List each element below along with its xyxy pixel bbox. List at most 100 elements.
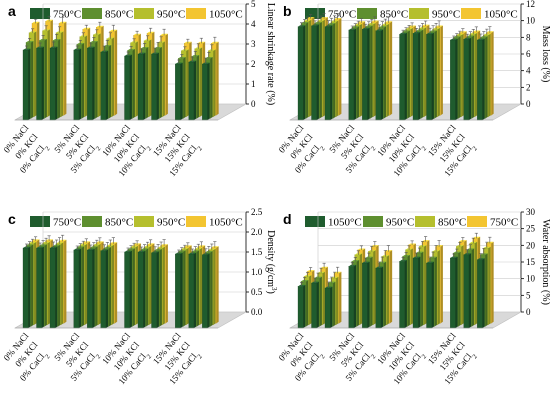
bar-side xyxy=(485,253,488,327)
bar-front xyxy=(375,267,382,329)
bar-front xyxy=(137,251,144,329)
bar-side xyxy=(28,246,31,328)
y-tick-label: 0 xyxy=(526,99,531,109)
bar xyxy=(399,257,407,329)
legend-entry: 1050°C xyxy=(186,8,243,21)
bar-side xyxy=(437,27,440,117)
bar-side xyxy=(333,22,336,119)
legend-swatch xyxy=(409,8,429,19)
bar xyxy=(202,57,210,121)
bar-front xyxy=(412,257,419,329)
bar xyxy=(36,242,44,329)
bar xyxy=(375,24,384,121)
bar xyxy=(362,257,370,329)
bar-front xyxy=(49,247,56,329)
bar-front xyxy=(399,34,405,121)
bar-front xyxy=(87,249,93,329)
bar-side xyxy=(389,250,393,324)
bar-front xyxy=(100,51,107,121)
legend-swatch xyxy=(30,8,50,19)
bar xyxy=(87,244,95,329)
bar-side xyxy=(95,246,98,327)
bar-side xyxy=(44,244,47,327)
bar-side xyxy=(196,250,200,327)
bar-side xyxy=(410,27,413,117)
bar-front xyxy=(348,266,355,329)
panel-c: c 750°C 850°C 950°C 1050°C 0.0 0.5 1.0 1.5 2.0 2.5… xyxy=(1,207,278,389)
bar-side xyxy=(78,48,82,120)
bar-side xyxy=(165,244,168,324)
bar-side xyxy=(319,276,322,327)
bar-front xyxy=(36,247,42,329)
bar-side xyxy=(491,31,494,116)
y-tick-label: 0 xyxy=(526,307,531,317)
legend-label: 850°C xyxy=(380,9,408,21)
y-axis-label: Water absorption (%) xyxy=(540,219,550,305)
bar-side xyxy=(370,256,373,327)
bar-side xyxy=(434,30,437,119)
legend-swatch xyxy=(82,216,102,227)
bar-side xyxy=(81,246,85,327)
bar-side xyxy=(92,46,95,120)
bar-side xyxy=(322,19,325,117)
panel-label: c xyxy=(8,211,16,227)
legend-entry: 850°C xyxy=(82,216,133,229)
legend-label: 950°C xyxy=(432,9,460,21)
bar-side xyxy=(440,25,443,116)
bar-side xyxy=(474,241,478,325)
bar-side xyxy=(44,39,47,119)
bar-side xyxy=(199,47,203,117)
panel-b: b 750°C 850°C 950°C 1050°C 0 2 4 6 8 10 12 Mass loss… xyxy=(276,0,550,181)
legend-entry: 950°C xyxy=(409,8,460,21)
legend-swatch xyxy=(363,216,383,227)
bar-side xyxy=(471,35,475,119)
bar-front xyxy=(324,287,331,329)
legend-entry: 750°C xyxy=(467,216,518,229)
bar-side xyxy=(356,260,360,327)
y-tick-label: 10 xyxy=(526,16,536,26)
bar-side xyxy=(98,243,101,325)
bar-side xyxy=(143,250,146,328)
bar-side xyxy=(306,280,309,327)
bar-side xyxy=(468,37,472,121)
bar xyxy=(151,246,159,329)
bar xyxy=(188,248,197,329)
bar-side xyxy=(488,33,491,117)
y-tick-label: 2 xyxy=(251,59,256,69)
bar xyxy=(36,42,44,121)
y-tick-label: 15 xyxy=(526,257,536,267)
panel-label: a xyxy=(8,3,16,19)
bar-front xyxy=(188,61,195,121)
bar-side xyxy=(207,62,210,120)
bar-front xyxy=(151,53,157,121)
legend-swatch xyxy=(186,8,206,19)
legend-entry: 850°C xyxy=(415,216,466,229)
bar-front xyxy=(375,30,382,121)
bar-side xyxy=(98,33,101,117)
bar-front xyxy=(87,47,93,121)
bar xyxy=(22,243,31,329)
bar-front xyxy=(450,257,456,329)
bar-side xyxy=(186,49,189,117)
bar-side xyxy=(468,253,472,328)
bar-side xyxy=(485,36,488,119)
panel-a: a 750°C 850°C 950°C 1050°C 0 1 2 3 4 5 Linear shrin… xyxy=(1,0,276,181)
bar-side xyxy=(216,246,219,324)
bar-side xyxy=(146,47,149,119)
bar xyxy=(426,27,434,121)
bar-side xyxy=(196,55,200,119)
y-tick-label: 0.0 xyxy=(251,307,263,317)
y-tick-label: 25 xyxy=(526,224,536,234)
bar xyxy=(375,261,384,329)
bar-side xyxy=(386,23,390,117)
bar-side xyxy=(461,33,464,117)
bar-side xyxy=(193,252,197,328)
bar-side xyxy=(319,22,322,119)
bar xyxy=(22,45,31,121)
bar xyxy=(151,47,159,121)
bar-side xyxy=(34,31,37,117)
y-tick-label: 30 xyxy=(526,207,536,217)
bar-side xyxy=(95,41,98,119)
y-tick-label: 12 xyxy=(526,0,535,9)
bar-side xyxy=(404,32,407,121)
